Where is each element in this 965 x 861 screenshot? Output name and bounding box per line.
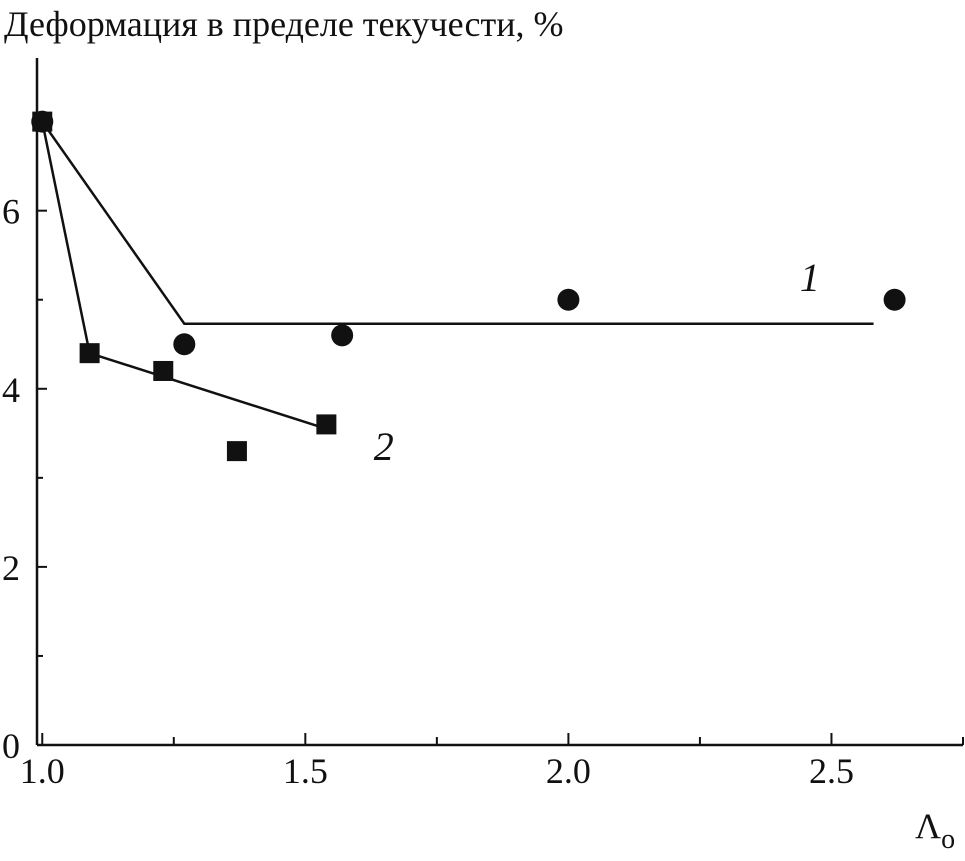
x-axis-title-main: Λ [915,806,941,846]
y-tick-label: 4 [2,370,20,410]
series-1-label: 1 [800,255,820,300]
series-1-point [173,333,196,356]
axes [35,58,963,747]
y-tick-label: 2 [2,548,20,588]
y-tick-label: 0 [2,726,20,766]
series-2-point [316,414,337,435]
series-1-fit-line [41,120,874,326]
series-2-point [79,343,100,364]
ticks: 1.0 1.5 2.0 2.5 0 2 4 6 [2,120,964,791]
series-1-point [557,288,580,311]
x-axis-title-subscript: о [941,824,955,855]
x-axis-title: Λо [915,806,955,855]
y-axis-title: Деформация в пределе текучести, % [4,4,563,44]
y-tick-label: 6 [2,192,20,232]
x-tick-label: 2.5 [809,751,854,791]
x-tick-label: 1.0 [20,751,65,791]
series-1-point [331,324,354,347]
x-tick-label: 1.5 [283,751,328,791]
x-tick-label: 2.0 [546,751,591,791]
labels: Деформация в пределе текучести, % Λо [4,4,955,855]
series-1-point [883,288,906,311]
series-2-point [153,360,174,381]
fit-lines [41,120,874,431]
series-2-point [226,441,247,462]
series-2-label: 2 [374,424,394,469]
data-points: 12 [31,110,906,469]
series-2-fit-line [41,121,327,431]
series-2-point [32,111,53,132]
